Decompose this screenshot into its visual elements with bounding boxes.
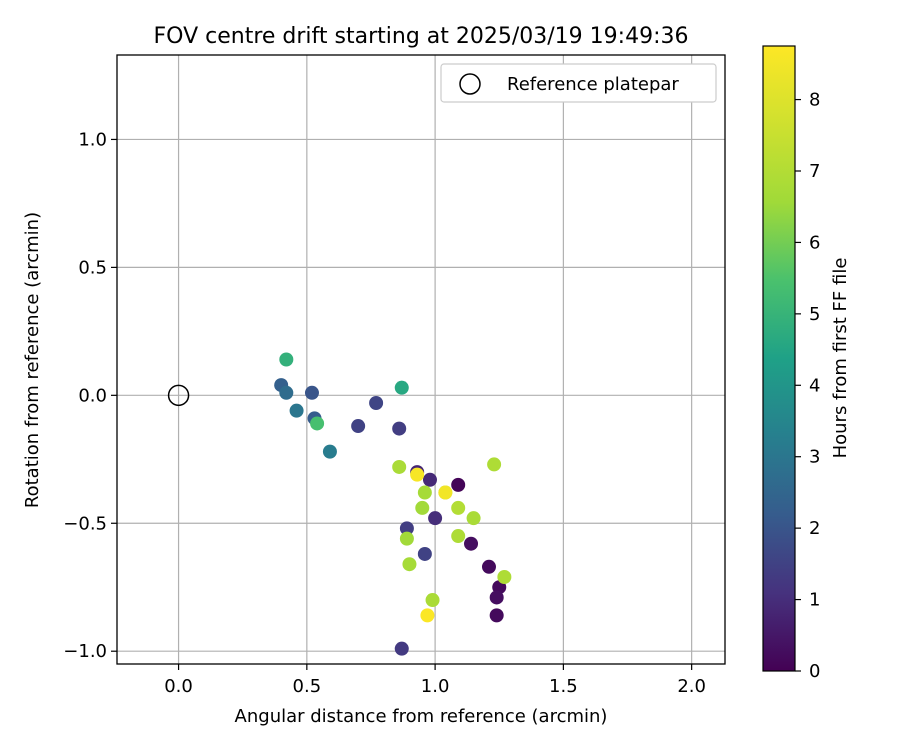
x-tick-label: 0.0	[164, 676, 193, 697]
colorbar-tick-label: 7	[809, 161, 820, 182]
data-point	[304, 385, 319, 400]
data-point	[466, 511, 481, 526]
y-axis-label: Rotation from reference (arcmin)	[22, 212, 43, 508]
colorbar-gradient	[762, 45, 796, 672]
x-axis-ticks: 0.0 0.5 1.0 1.5 2.0	[164, 664, 706, 697]
x-axis-label: Angular distance from reference (arcmin)	[235, 706, 608, 727]
data-point	[417, 546, 432, 561]
data-point	[451, 529, 466, 544]
colorbar-tick-label: 0	[809, 661, 820, 682]
x-tick-label: 0.5	[293, 676, 322, 697]
data-point	[415, 500, 430, 515]
data-point	[279, 385, 294, 400]
data-point	[425, 593, 440, 608]
legend-marker-icon	[459, 73, 481, 95]
grid-lines	[117, 55, 725, 664]
colorbar-tick-label: 2	[809, 518, 820, 539]
legend-box	[440, 63, 717, 103]
data-point	[394, 641, 409, 656]
colorbar-tick-label: 6	[809, 232, 820, 253]
data-point	[351, 419, 366, 434]
chart-title: FOV centre drift starting at 2025/03/19 …	[154, 24, 689, 49]
data-point	[369, 396, 384, 410]
data-point	[481, 559, 496, 574]
data-point	[402, 557, 417, 572]
data-point	[392, 421, 407, 436]
colorbar-label: Hours from first FF file	[830, 258, 851, 459]
data-point	[451, 477, 466, 492]
data-point	[417, 485, 432, 500]
colorbar-tick-label: 8	[809, 90, 820, 111]
y-tick-label: −0.5	[63, 513, 107, 534]
data-point	[451, 500, 466, 515]
x-tick-label: 2.0	[677, 676, 706, 697]
data-points	[274, 352, 512, 656]
colorbar-tick-label: 5	[809, 304, 820, 325]
data-point	[489, 608, 504, 623]
colorbar-tick-label: 4	[809, 375, 820, 396]
data-point	[392, 459, 407, 474]
data-point	[399, 531, 414, 546]
legend-label: Reference platepar	[507, 74, 679, 95]
legend: Reference platepar	[440, 63, 717, 103]
plot-frame	[116, 54, 726, 665]
data-point	[289, 403, 304, 418]
colorbar-ticks: 0 1 2 3 4 5 6 7 8	[795, 90, 820, 682]
data-point	[310, 416, 325, 431]
y-tick-label: −1.0	[63, 641, 107, 662]
data-point	[279, 352, 294, 367]
data-point	[428, 511, 443, 526]
data-point	[322, 444, 337, 459]
data-point	[497, 570, 512, 584]
y-tick-label: 0.5	[78, 257, 107, 278]
y-tick-label: 0.0	[78, 385, 107, 406]
y-axis-ticks: −1.0 −0.5 0.0 0.5 1.0	[63, 129, 117, 662]
colorbar-tick-label: 1	[809, 590, 820, 611]
data-point	[394, 380, 409, 395]
data-point	[420, 608, 435, 623]
data-point	[489, 590, 504, 605]
colorbar: 0 1 2 3 4 5 6 7 8 Hours from first FF file	[762, 45, 851, 682]
data-point	[464, 536, 479, 551]
data-point	[410, 467, 425, 482]
colorbar-tick-label: 3	[809, 447, 820, 468]
x-tick-label: 1.0	[421, 676, 450, 697]
reference-point-marker	[167, 384, 190, 407]
data-point	[399, 521, 414, 536]
data-point	[438, 485, 453, 500]
y-tick-label: 1.0	[78, 129, 107, 150]
data-point	[422, 472, 437, 487]
data-point	[487, 457, 502, 472]
x-tick-label: 1.5	[549, 676, 578, 697]
